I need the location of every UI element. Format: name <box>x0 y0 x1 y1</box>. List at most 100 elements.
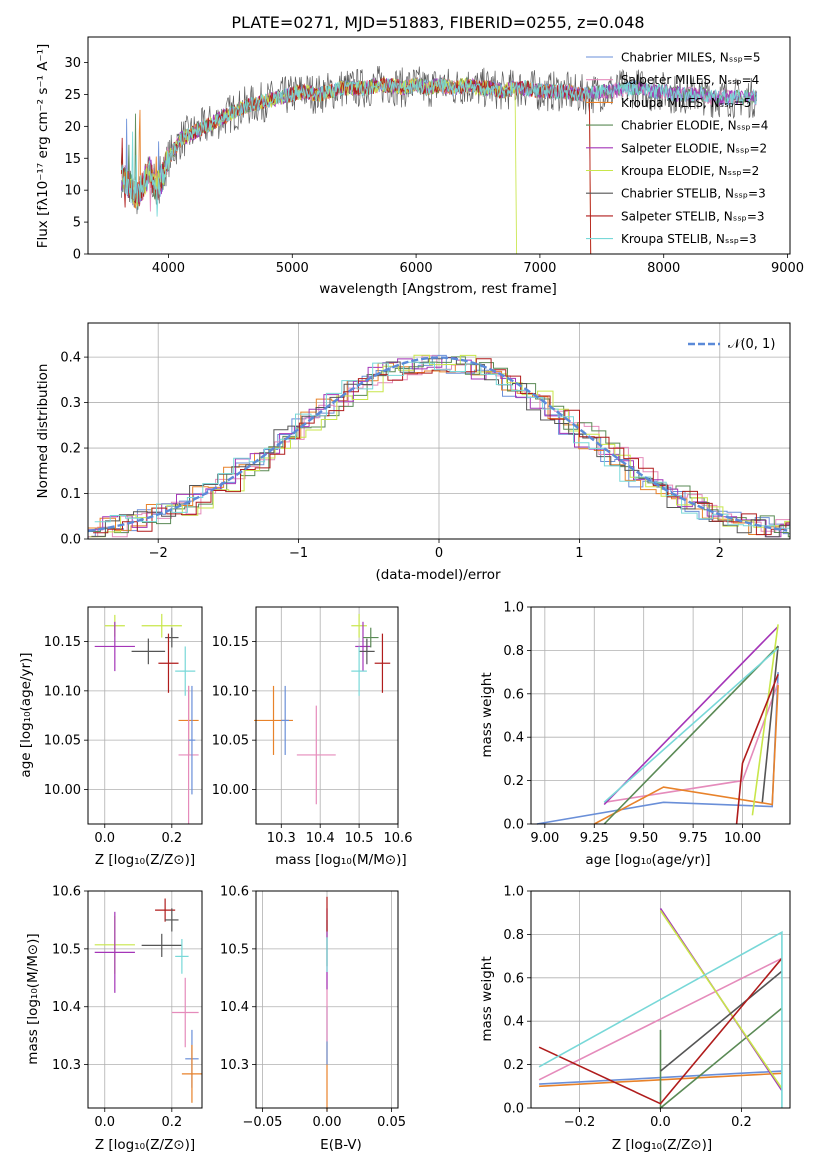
age-vs-z-ytick-label: 10.05 <box>44 734 81 749</box>
age-vs-mass-xtick-label: 10.6 <box>384 831 413 846</box>
mw-vs-age-ytick-label: 0.2 <box>503 774 524 789</box>
mw-vs-z-xtick-label: 0.0 <box>650 1115 671 1130</box>
spectrum-ytick-label: 15 <box>64 152 81 167</box>
mw-vs-age-line <box>751 624 779 816</box>
mw-vs-z-line <box>538 957 783 1105</box>
mass-vs-z-ytick-label: 10.4 <box>52 1000 81 1015</box>
mw-vs-z-line <box>659 970 783 1072</box>
mass-vs-ebv-ytick-label: 10.5 <box>220 942 249 957</box>
mw-vs-z-ylabel: mass weight <box>479 956 495 1041</box>
mw-vs-age-ytick-label: 1.0 <box>503 601 524 616</box>
mw-vs-age-line <box>735 674 779 825</box>
spectrum-ylabel: Flux [fλ10⁻¹⁷ erg cm⁻² s⁻¹ A⁻¹] <box>35 44 51 249</box>
spectrum-xtick-label: 7000 <box>523 261 556 276</box>
residual-xtick-label: 0 <box>435 546 443 561</box>
small-panels: 0.0 0.2 10.00 10.05 10.10 10.15 10.3 10.4 10.5 10… <box>44 601 791 1131</box>
age-vs-mass-frame <box>255 606 399 825</box>
residual-histogram <box>88 356 790 538</box>
mass-vs-ebv-xtick-label: 0.00 <box>313 1115 342 1130</box>
spectrum-legend-label: Chabrier MILES, Nₛₛₚ=5 <box>621 51 761 65</box>
mw-vs-z-ytick-label: 1.0 <box>503 885 524 900</box>
spectrum-legend-label: Kroupa STELIB, Nₛₛₚ=3 <box>621 232 757 246</box>
residual-panel: −2 −1 0 1 2 0.0 0.1 0.2 0.3 0.4 (data-model)/erro… <box>35 322 791 583</box>
residual-ytick-label: 0.1 <box>60 487 81 502</box>
spectrum-xtick-label: 5000 <box>276 261 309 276</box>
mass-vs-ebv-ytick-label: 10.4 <box>220 1000 249 1015</box>
age-vs-mass-ytick-label: 10.10 <box>212 684 249 699</box>
age-vs-z-ytick-label: 10.00 <box>44 783 81 798</box>
age-vs-mass-xtick-label: 10.3 <box>267 831 296 846</box>
spectrum-title: PLATE=0271, MJD=51883, FIBERID=0255, z=0… <box>231 13 644 32</box>
residual-xtick-label: −1 <box>289 546 308 561</box>
mw-vs-age-ylabel: mass weight <box>479 672 495 757</box>
mass-vs-z: 0.0 0.2 10.3 10.4 10.5 10.6 <box>52 885 203 1130</box>
mass-vs-z-xtick-label: 0.0 <box>94 1115 115 1130</box>
mass-vs-z-ytick-label: 10.6 <box>52 885 81 900</box>
age-vs-mass-ytick-label: 10.05 <box>212 734 249 749</box>
spectrum-legend: Chabrier MILES, Nₛₛₚ=5 Salpeter MILES, Nₛ… <box>586 51 768 246</box>
age-vs-mass-ytick-label: 10.00 <box>212 783 249 798</box>
spectrum-legend-label: Kroupa ELODIE, Nₛₛₚ=2 <box>621 164 759 178</box>
mass-vs-ebv-ytick-label: 10.6 <box>220 885 249 900</box>
age-vs-z-ylabel: age [log₁₀(age/yr)] <box>18 652 34 777</box>
mw-vs-z-ytick-label: 0.2 <box>503 1058 524 1073</box>
spectrum-ticks: 4000 5000 6000 7000 8000 9000 0 5 10 15 20 25 30 <box>64 56 804 276</box>
spectrum-series-line <box>120 77 758 217</box>
mw-vs-age-line <box>604 682 779 804</box>
mw-vs-z-ytick-label: 0.6 <box>503 971 524 986</box>
mw-vs-z-xtick-label: −0.2 <box>564 1115 596 1130</box>
mw-vs-age-xtick-label: 9.50 <box>629 831 658 846</box>
mw-vs-age-xtick-label: 10.00 <box>724 831 761 846</box>
mass-vs-z-ytick-label: 10.5 <box>52 942 81 957</box>
residual-ytick-label: 0.4 <box>60 351 81 366</box>
age-vs-z-xlabel: Z [log₁₀(Z/Z⊙)] <box>95 852 195 868</box>
residual-ytick-label: 0.0 <box>60 533 81 548</box>
spectrum-xtick-label: 9000 <box>771 261 804 276</box>
mw-vs-z-ytick-label: 0.8 <box>503 928 524 943</box>
spectrum-series-line <box>120 77 592 255</box>
mass-vs-ebv-xtick-label: −0.05 <box>243 1115 283 1130</box>
spectrum-ytick-label: 25 <box>64 88 81 103</box>
age-vs-mass-ytick-label: 10.15 <box>212 635 249 650</box>
spectrum-lines <box>120 65 758 255</box>
spectrum-legend-label: Salpeter ELODIE, Nₛₛₚ=2 <box>621 141 767 155</box>
spectrum-legend-label: Chabrier STELIB, Nₛₛₚ=3 <box>621 187 766 201</box>
mw-vs-z-ytick-label: 0.0 <box>503 1102 524 1117</box>
mass-vs-ebv-xlabel: E(B-V) <box>320 1137 362 1153</box>
age-vs-mass-xtick-label: 10.5 <box>345 831 374 846</box>
mw-vs-age-line <box>593 685 779 825</box>
residual-histogram <box>93 358 790 536</box>
gaussian-curve <box>87 356 788 533</box>
spectrum-ytick-label: 0 <box>73 248 81 263</box>
residual-xtick-label: 1 <box>575 546 583 561</box>
spectrum-ytick-label: 5 <box>73 216 81 231</box>
mass-vs-ebv: −0.05 0.00 0.05 10.3 10.4 10.5 10.6 <box>220 885 406 1131</box>
residual-histogram <box>88 362 790 535</box>
residual-ticks: −2 −1 0 1 2 0.0 0.1 0.2 0.3 0.4 <box>60 351 724 561</box>
mw-vs-age-line <box>536 672 779 825</box>
mw-vs-z-line <box>538 930 783 1108</box>
age-vs-z-ytick-label: 10.10 <box>44 684 81 699</box>
residual-ytick-label: 0.2 <box>60 442 81 457</box>
residual-legend-label: 𝒩(0, 1) <box>728 337 775 352</box>
mw-vs-age-xlabel: age [log₁₀(age/yr)] <box>585 852 710 868</box>
age-vs-z-xtick-label: 0.0 <box>94 831 115 846</box>
spectrum-ytick-label: 30 <box>64 56 81 71</box>
residual-xtick-label: 2 <box>716 546 724 561</box>
mw-vs-z: −0.2 0.0 0.2 0.0 0.2 0.4 0.6 0.8 1.0 <box>503 885 791 1130</box>
spectrum-xtick-label: 4000 <box>152 261 185 276</box>
mw-vs-age-xtick-label: 9.00 <box>530 831 559 846</box>
mw-vs-age-ytick-label: 0.4 <box>503 731 524 746</box>
mw-vs-age-line <box>603 647 779 803</box>
mass-vs-z-xlabel: Z [log₁₀(Z/Z⊙)] <box>95 1137 195 1153</box>
age-vs-z-xtick-label: 0.2 <box>161 831 182 846</box>
mw-vs-age-line <box>761 646 779 803</box>
mw-vs-z-xtick-label: 0.2 <box>731 1115 752 1130</box>
spectrum-xlabel: wavelength [Angstrom, rest frame] <box>319 281 557 297</box>
spectrum-xtick-label: 8000 <box>647 261 680 276</box>
spectrum-legend-label: Chabrier ELODIE, Nₛₛₚ=4 <box>621 119 768 133</box>
mass-vs-ebv-ytick-label: 10.3 <box>220 1058 249 1073</box>
mw-vs-z-line <box>659 1007 783 1110</box>
age-vs-mass: 10.3 10.4 10.5 10.6 10.00 10.05 10.10 10.15 <box>212 606 413 846</box>
